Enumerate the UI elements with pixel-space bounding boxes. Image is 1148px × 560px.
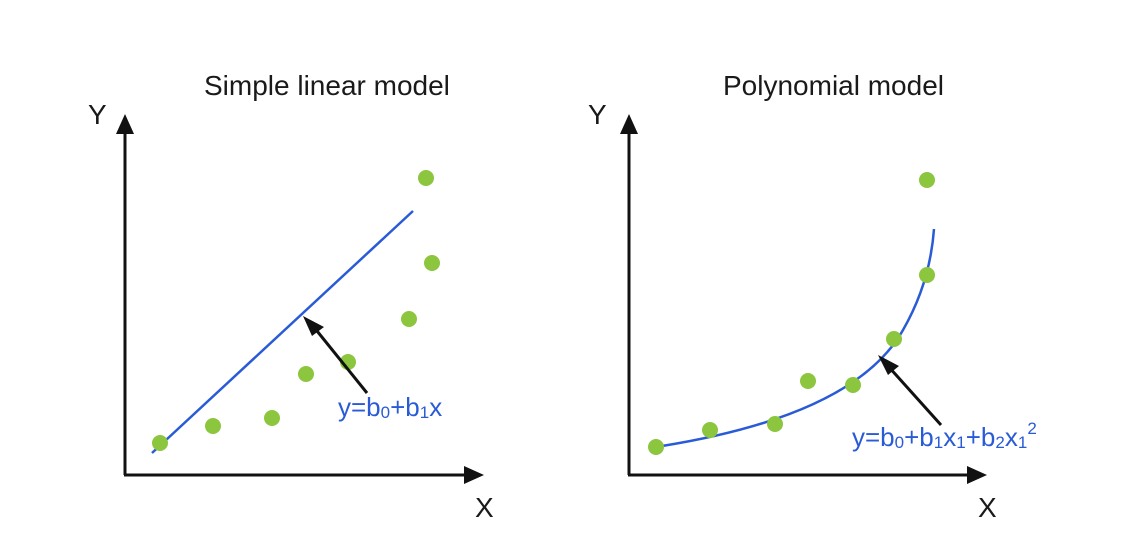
data-point xyxy=(401,311,417,327)
polynomial-equation: y=b0+b1x1+b2x12 xyxy=(852,419,1037,452)
data-point xyxy=(919,172,935,188)
polynomial-x-axis-label: X xyxy=(978,492,997,523)
data-point xyxy=(424,255,440,271)
data-point xyxy=(205,418,221,434)
linear-x-axis-arrowhead xyxy=(464,466,484,484)
polynomial-panel-title: Polynomial model xyxy=(723,70,944,101)
polynomial-equation-arrowhead xyxy=(878,355,899,375)
linear-equation: y=b0+b1x xyxy=(338,392,442,422)
linear-panel-title: Simple linear model xyxy=(204,70,450,101)
linear-equation-arrowhead xyxy=(303,316,324,336)
linear-equation-arrow xyxy=(311,325,369,394)
linear-model-panel: Simple linear model Y X y=b0+b1x xyxy=(88,70,494,523)
data-point xyxy=(919,267,935,283)
polynomial-model-panel: Polynomial model Y X y=b0+b1x1+b2x12 xyxy=(588,70,1037,523)
polynomial-equation-arrow xyxy=(886,364,943,427)
data-point xyxy=(886,331,902,347)
polynomial-y-axis-label: Y xyxy=(588,99,607,130)
data-point xyxy=(152,435,168,451)
data-point xyxy=(702,422,718,438)
data-point xyxy=(767,416,783,432)
data-point xyxy=(648,439,664,455)
data-point xyxy=(845,377,861,393)
linear-y-axis-label: Y xyxy=(88,99,107,130)
linear-x-axis-label: X xyxy=(475,492,494,523)
polynomial-y-axis-arrowhead xyxy=(620,114,638,134)
data-point xyxy=(298,366,314,382)
data-point xyxy=(264,410,280,426)
data-point xyxy=(800,373,816,389)
linear-y-axis-arrowhead xyxy=(116,114,134,134)
polynomial-x-axis-arrowhead xyxy=(967,466,987,484)
data-point xyxy=(418,170,434,186)
linear-fit-line xyxy=(151,210,414,454)
